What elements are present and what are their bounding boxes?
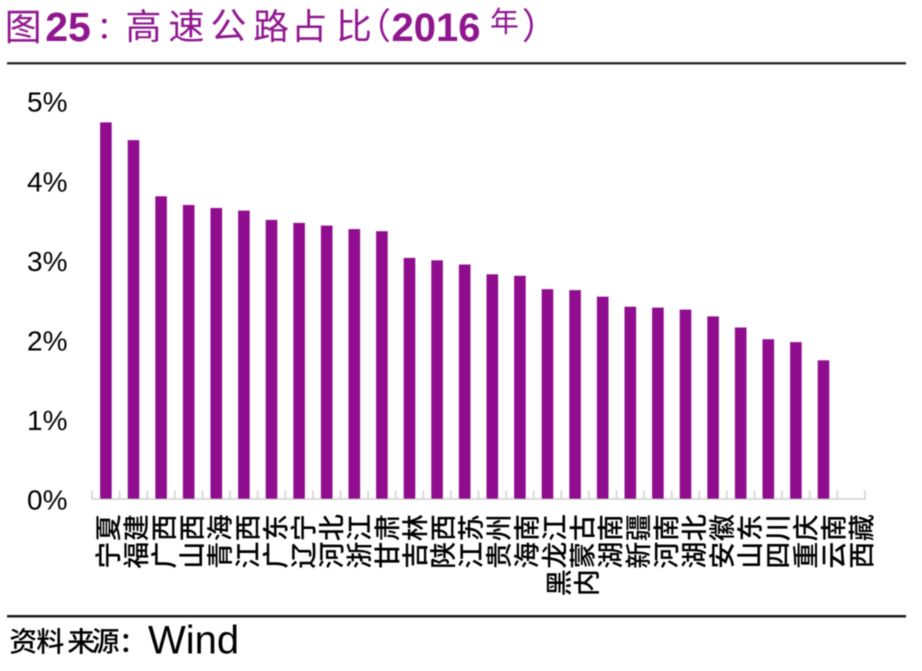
svg-text:2016: 2016 [392, 6, 481, 50]
svg-text:1%: 1% [27, 405, 67, 436]
svg-text:Wind: Wind [148, 618, 239, 662]
svg-text:0%: 0% [27, 485, 67, 516]
svg-text:5%: 5% [27, 87, 67, 118]
svg-text:4%: 4% [27, 166, 67, 197]
svg-text:3%: 3% [27, 246, 67, 277]
svg-text:2%: 2% [27, 325, 67, 356]
svg-text:25: 25 [45, 4, 91, 50]
